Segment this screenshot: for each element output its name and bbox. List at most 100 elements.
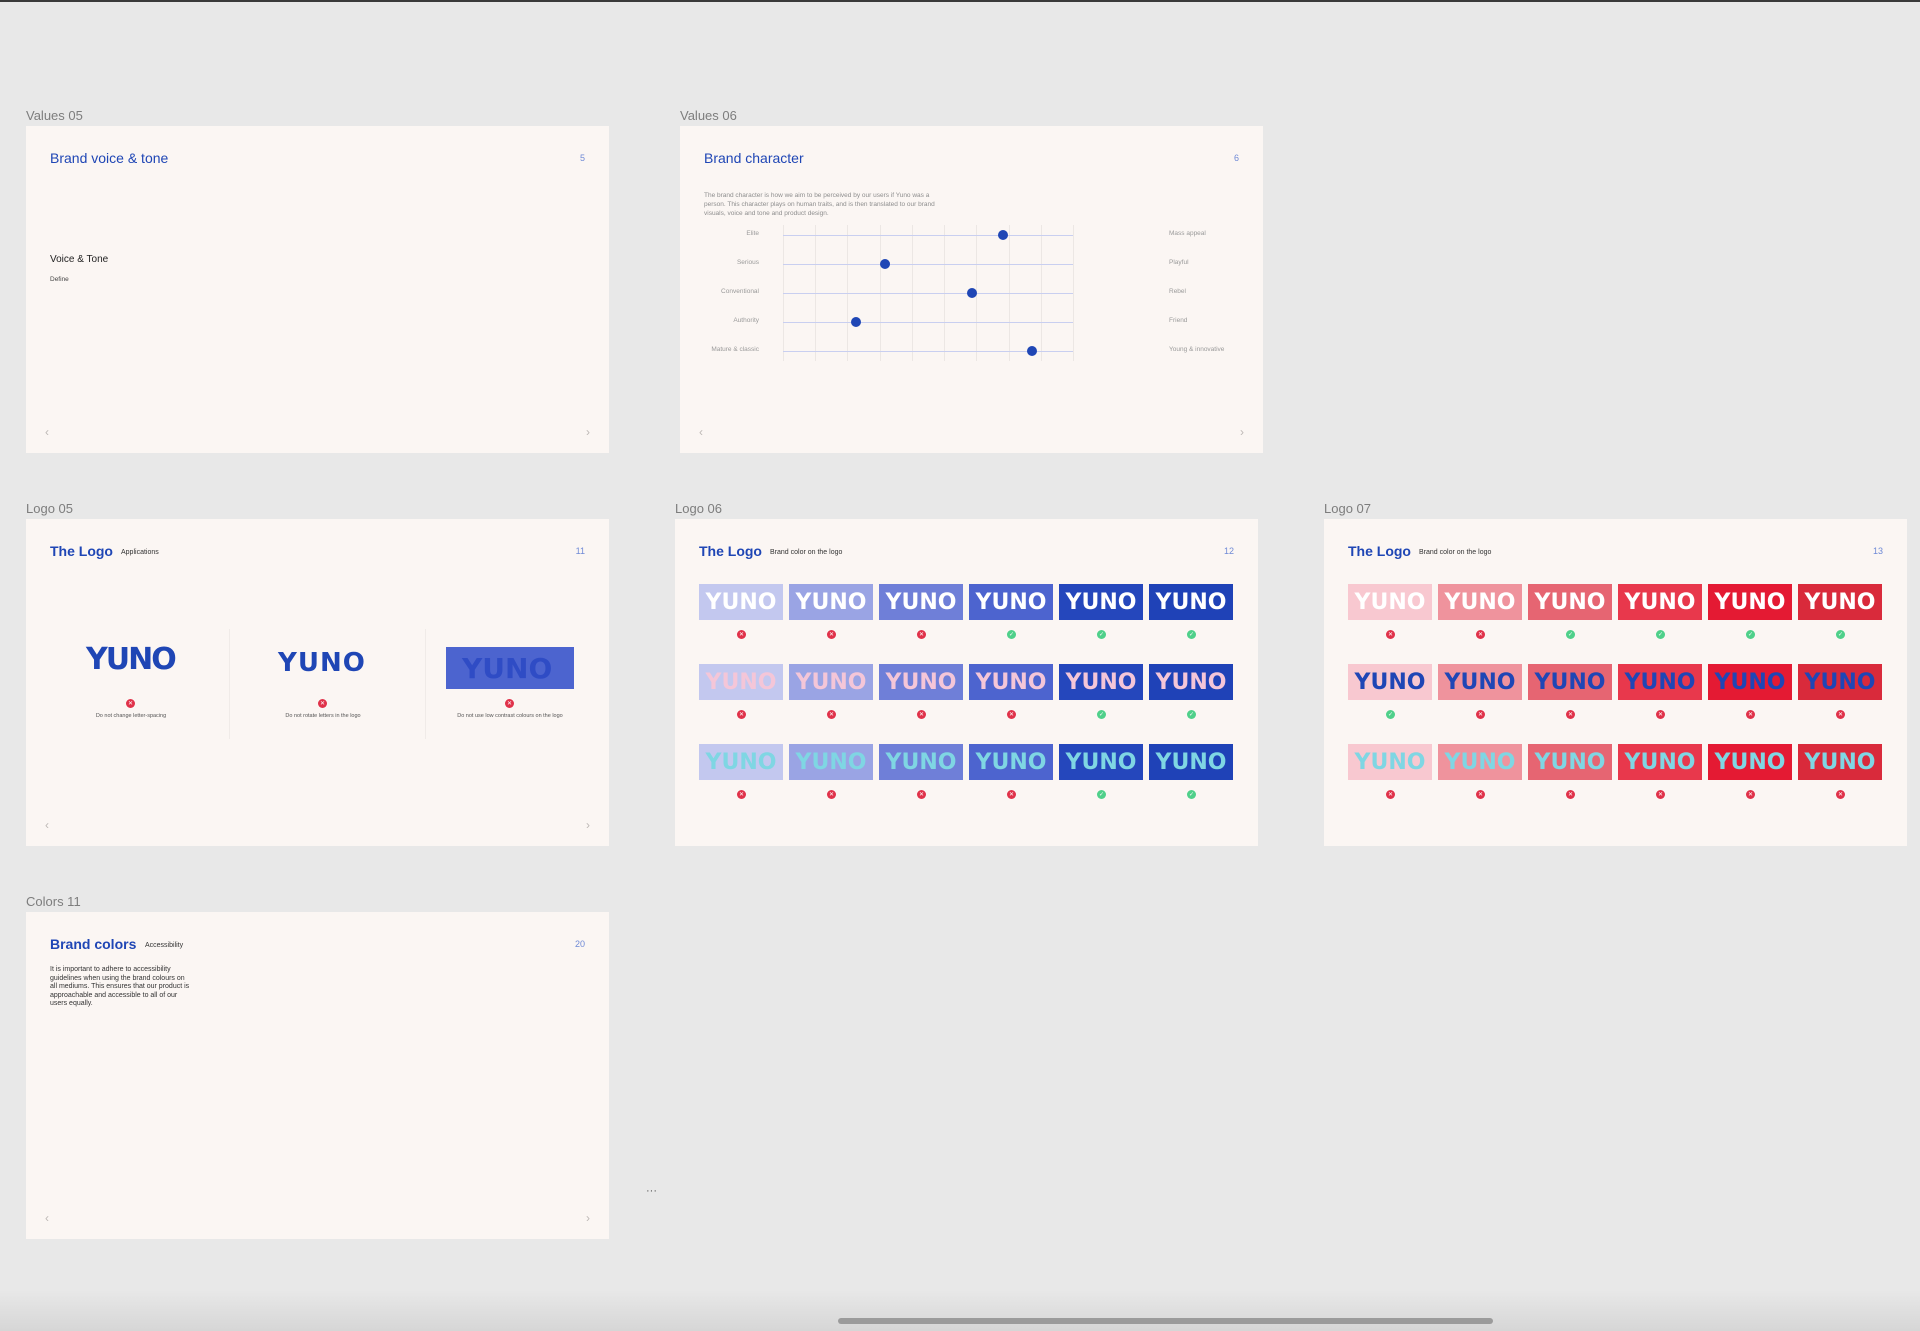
cross-icon: ✕ — [318, 699, 327, 708]
check-icon: ✓ — [1836, 630, 1845, 639]
logo-color-tile: YUNO — [1348, 664, 1432, 700]
cross-icon: ✕ — [827, 790, 836, 799]
frame-label-values-06[interactable]: Values 06 — [680, 108, 737, 123]
horizontal-scrollbar[interactable] — [838, 1318, 1493, 1324]
logo-color-tile: YUNO — [1618, 664, 1702, 700]
slide-values-06[interactable]: Brand character 6 The brand character is… — [680, 126, 1263, 453]
slide-logo-06[interactable]: The Logo Brand color on the logo 12 YUNO… — [675, 519, 1258, 846]
rule-caption: Do not use low contrast colours on the l… — [457, 713, 563, 719]
intro-text: The brand character is how we aim to be … — [704, 192, 935, 217]
prev-arrow-icon[interactable]: ‹ — [699, 425, 703, 439]
logo-color-tile: YUNO — [879, 584, 963, 620]
cross-icon: ✕ — [126, 699, 135, 708]
frame-label-values-05[interactable]: Values 05 — [26, 108, 83, 123]
check-icon: ✓ — [1746, 630, 1755, 639]
next-arrow-icon[interactable]: › — [1240, 425, 1244, 439]
trait-slider-knob[interactable] — [1027, 346, 1038, 356]
cross-icon: ✕ — [1386, 630, 1395, 639]
section-subheading: Define — [50, 276, 69, 283]
cross-icon: ✕ — [1007, 790, 1016, 799]
prev-arrow-icon[interactable]: ‹ — [45, 1211, 49, 1225]
cross-icon: ✕ — [917, 790, 926, 799]
logo-color-tile: YUNO — [1618, 584, 1702, 620]
trait-slider-knob[interactable] — [850, 317, 861, 327]
trait-left-label: Conventional — [721, 288, 759, 295]
frame-label-logo-07[interactable]: Logo 07 — [1324, 501, 1371, 516]
trait-slider-knob[interactable] — [879, 259, 890, 269]
section-heading: Voice & Tone — [50, 254, 109, 265]
slide-logo-05[interactable]: The Logo Applications 11 YUNO ✕ Do not c… — [26, 519, 609, 846]
trait-left-label: Authority — [733, 317, 759, 324]
cross-icon: ✕ — [1746, 710, 1755, 719]
cross-icon: ✕ — [917, 710, 926, 719]
cross-icon: ✕ — [1656, 710, 1665, 719]
logo-color-tile: YUNO — [1059, 744, 1143, 780]
rule-caption: Do not rotate letters in the logo — [285, 713, 361, 719]
next-arrow-icon[interactable]: › — [586, 425, 590, 439]
logo-color-tile: YUNO — [1798, 744, 1882, 780]
cross-icon: ✕ — [1476, 710, 1485, 719]
trait-left-label: Serious — [736, 259, 759, 266]
trait-track — [783, 322, 1073, 323]
frame-label-logo-05[interactable]: Logo 05 — [26, 501, 73, 516]
logo-color-tile: YUNO — [1059, 584, 1143, 620]
check-icon: ✓ — [1656, 630, 1665, 639]
slide-values-05[interactable]: Brand voice & tone 5 Voice & Tone Define… — [26, 126, 609, 453]
column-divider — [229, 629, 230, 739]
trait-right-label: Mass appeal — [1169, 230, 1206, 237]
cross-icon: ✕ — [1566, 710, 1575, 719]
logo-color-tile: YUNO — [879, 664, 963, 700]
prev-arrow-icon[interactable]: ‹ — [45, 818, 49, 832]
logo-color-tile: YUNO — [1348, 744, 1432, 780]
cross-icon: ✕ — [505, 699, 514, 708]
check-icon: ✓ — [1187, 630, 1196, 639]
page-number: 6 — [1233, 153, 1239, 163]
logo-color-tile: YUNO — [1149, 744, 1233, 780]
slide-subtitle: Brand color on the logo — [1419, 549, 1492, 556]
logo-color-tile: YUNO — [1059, 664, 1143, 700]
trait-slider-knob[interactable] — [998, 230, 1009, 240]
check-icon: ✓ — [1097, 710, 1106, 719]
next-arrow-icon[interactable]: › — [586, 1211, 590, 1225]
trait-left-label: Mature & classic — [711, 346, 759, 353]
rule-caption: Do not change letter-spacing — [95, 713, 167, 719]
logo-color-tile: YUNO — [699, 584, 783, 620]
logo-color-tile: YUNO — [1348, 584, 1432, 620]
logo-color-tile: YUNO — [969, 584, 1053, 620]
grid-line — [1073, 225, 1074, 361]
logo-color-tile: YUNO — [1528, 584, 1612, 620]
logo-color-tile: YUNO — [1438, 584, 1522, 620]
check-icon: ✓ — [1187, 790, 1196, 799]
check-icon: ✓ — [1007, 630, 1016, 639]
prev-arrow-icon[interactable]: ‹ — [45, 425, 49, 439]
cross-icon: ✕ — [1836, 710, 1845, 719]
logo-color-tile: YUNO — [1708, 744, 1792, 780]
trait-track — [783, 264, 1073, 265]
logo-wrong-spacing: YUNO — [86, 642, 177, 677]
cross-icon: ✕ — [1476, 790, 1485, 799]
cross-icon: ✕ — [1566, 790, 1575, 799]
window-top-border — [0, 0, 1920, 2]
logo-color-tile: YUNO — [1149, 584, 1233, 620]
slide-colors-11[interactable]: Brand colors Accessibility 20 It is impo… — [26, 912, 609, 1239]
page-number: 11 — [575, 546, 585, 556]
check-icon: ✓ — [1097, 630, 1106, 639]
trait-right-label: Playful — [1169, 259, 1189, 266]
more-icon[interactable]: ··· — [646, 1185, 657, 1197]
frame-label-colors-11[interactable]: Colors 11 — [26, 894, 81, 909]
next-arrow-icon[interactable]: › — [586, 818, 590, 832]
trait-slider-knob[interactable] — [966, 288, 977, 298]
page-number: 5 — [579, 153, 585, 163]
trait-right-label: Rebel — [1169, 288, 1186, 295]
cross-icon: ✕ — [1386, 790, 1395, 799]
frame-label-logo-06[interactable]: Logo 06 — [675, 501, 722, 516]
slide-title: Brand character — [704, 150, 804, 166]
logo-color-tile: YUNO — [879, 744, 963, 780]
slide-title: The Logo — [1348, 543, 1411, 559]
logo-color-tile: YUNO — [789, 584, 873, 620]
slide-logo-07[interactable]: The Logo Brand color on the logo 13 YUNO… — [1324, 519, 1907, 846]
logo-color-tile: YUNO — [1798, 584, 1882, 620]
trait-right-label: Young & innovative — [1169, 346, 1225, 353]
logo-color-tile: YUNO — [699, 664, 783, 700]
trait-track — [783, 351, 1073, 352]
